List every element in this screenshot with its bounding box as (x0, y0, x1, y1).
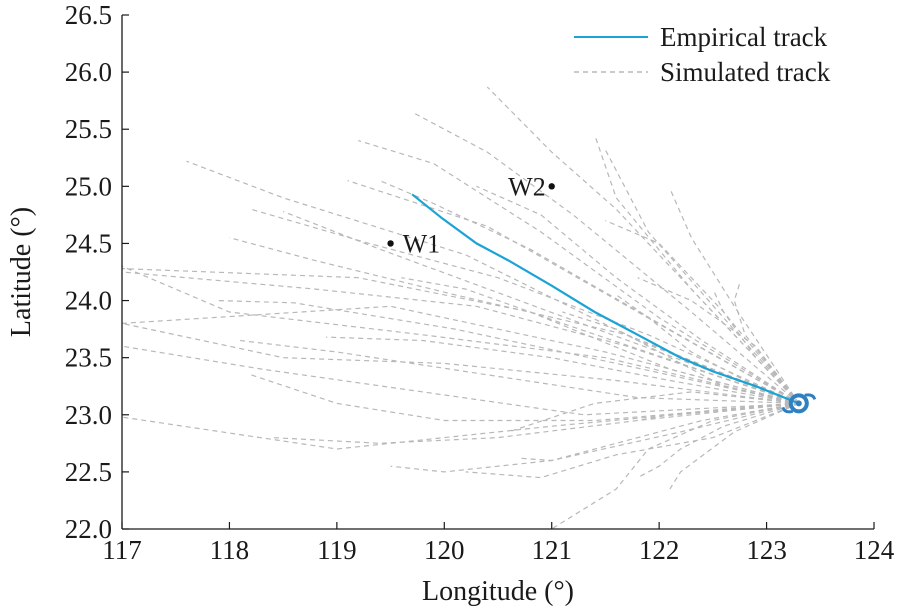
y-ticks: 22.0 22.5 23.0 23.5 24.0 24.5 25.0 25.5 26.0 26.5 (65, 0, 129, 544)
simulated-track-25 (637, 402, 799, 479)
legend-empirical-label: Empirical track (660, 22, 828, 52)
simulated-track-14 (250, 208, 800, 404)
simulated-track-39 (508, 391, 799, 433)
y-axis-title: Latitude (°) (6, 207, 37, 337)
y-tick-label: 22.5 (65, 457, 112, 487)
simulated-track-18 (121, 345, 799, 416)
axes: 117 118 119 120 121 122 123 124 22.0 22.5 23.0 23.… (65, 0, 895, 565)
empirical-track (411, 193, 800, 405)
simulated-track-2 (121, 305, 799, 404)
typhoon-symbol-icon (781, 393, 817, 414)
typhoon-eye (795, 400, 802, 407)
simulated-track-3 (121, 402, 799, 450)
x-axis-title: Longitude (°) (422, 576, 574, 607)
station-marker-w1 (387, 240, 394, 247)
simulated-track-21 (272, 402, 799, 444)
y-tick-label: 26.0 (65, 57, 112, 87)
x-tick-label: 121 (531, 535, 572, 565)
simulated-track-23 (465, 402, 800, 479)
y-tick-label: 25.0 (65, 171, 112, 201)
x-tick-label: 118 (210, 535, 250, 565)
simulated-track-34 (229, 237, 800, 404)
empirical-track-layer (411, 193, 800, 405)
simulated-track-24 (519, 402, 799, 462)
y-tick-label: 25.5 (65, 114, 112, 144)
station-markers: W1 W2 (387, 172, 555, 258)
simulated-track-26 (669, 402, 800, 490)
simulated-track-19 (240, 339, 799, 404)
simulated-track-8 (486, 86, 800, 404)
y-tick-label: 24.0 (65, 286, 112, 316)
y-tick-label: 22.0 (65, 514, 112, 544)
simulated-track-10 (604, 149, 800, 404)
simulated-track-9 (594, 134, 800, 404)
simulated-track-4 (121, 265, 799, 404)
simulated-track-27 (551, 402, 799, 530)
y-tick-label: 23.5 (65, 343, 112, 373)
simulated-tracks (121, 86, 800, 530)
y-tick-label: 24.5 (65, 228, 112, 258)
legend: Empirical track Simulated track (574, 22, 831, 87)
x-tick-label: 117 (102, 535, 142, 565)
simulated-track-11 (669, 188, 800, 404)
simulated-track-16 (218, 300, 799, 404)
station-label-w2: W2 (508, 172, 546, 201)
simulated-track-29 (562, 311, 799, 404)
typhoon-ring (788, 393, 809, 414)
simulated-track-30 (637, 277, 800, 404)
simulated-track-20 (326, 336, 799, 404)
station-label-w1: W1 (403, 229, 441, 258)
typhoon-arm-1 (804, 393, 817, 400)
simulated-track-36 (476, 185, 800, 404)
simulated-track-1 (121, 268, 799, 404)
simulated-track-31 (605, 220, 800, 404)
station-marker-w2 (548, 183, 555, 190)
x-tick-label: 119 (317, 535, 357, 565)
simulated-track-6 (358, 140, 800, 404)
simulated-track-5 (186, 160, 800, 404)
simulated-track-22 (390, 402, 799, 473)
simulated-track-35 (347, 180, 800, 404)
x-tick-label: 120 (424, 535, 465, 565)
simulated-track-7 (411, 111, 800, 404)
simulated-track-32 (712, 288, 800, 404)
legend-simulated-label: Simulated track (660, 57, 831, 87)
y-tick-label: 26.5 (65, 0, 112, 30)
typhoon-arm-2 (781, 406, 794, 414)
x-tick-label: 124 (854, 535, 895, 565)
y-tick-label: 23.0 (65, 400, 112, 430)
x-tick-label: 122 (639, 535, 680, 565)
simulated-track-38 (401, 277, 799, 404)
x-tick-label: 123 (746, 535, 787, 565)
x-ticks: 117 118 119 120 121 122 123 124 (102, 522, 895, 565)
simulated-track-37 (250, 374, 799, 422)
simulated-track-13 (379, 180, 800, 404)
